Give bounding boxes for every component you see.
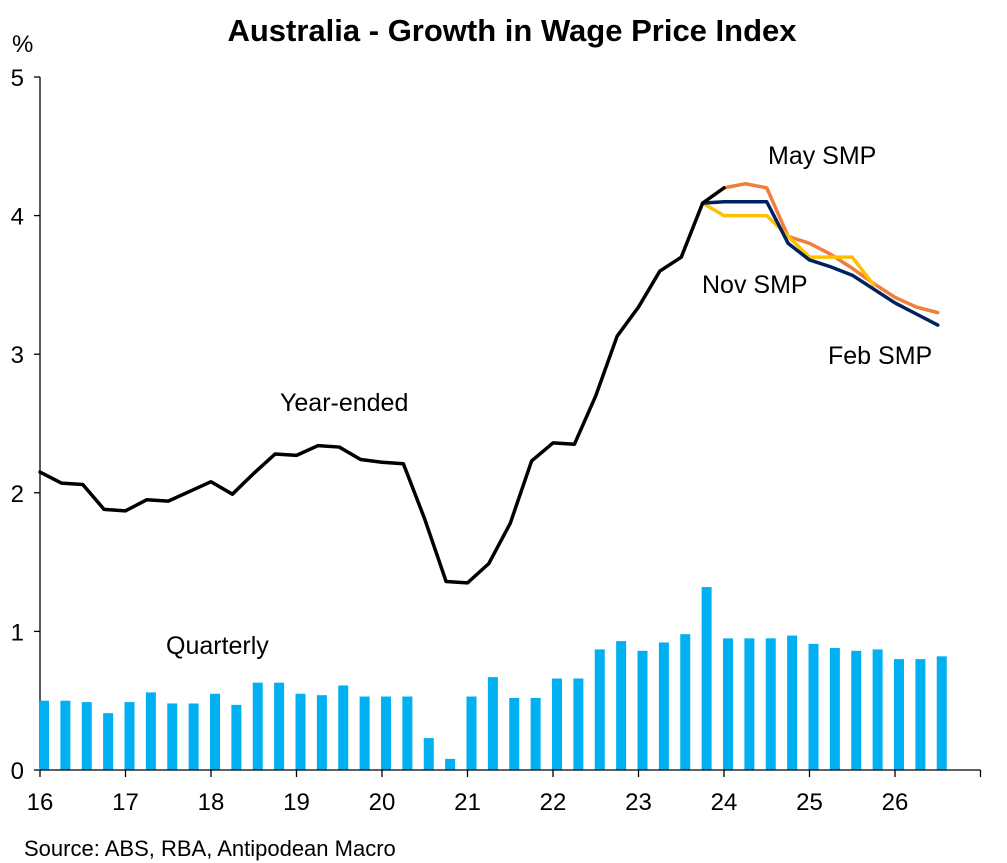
quarterly-bar xyxy=(252,682,263,770)
quarterly-bar xyxy=(381,696,391,770)
quarterly-bar xyxy=(60,700,71,770)
quarterly-bar xyxy=(274,682,285,770)
x-tick-label: 18 xyxy=(198,789,225,816)
quarterly-bar xyxy=(616,641,627,770)
y-tick-label: 4 xyxy=(11,204,24,231)
quarterly-bar xyxy=(103,713,114,770)
quarterly-bar xyxy=(466,696,477,770)
quarterly-bar xyxy=(295,693,306,770)
quarterly-bar xyxy=(231,704,242,770)
quarterly-bar xyxy=(487,677,498,770)
y-tick-label: 3 xyxy=(11,342,24,369)
quarterly-bar xyxy=(915,659,926,770)
nov-smp-line xyxy=(700,201,876,287)
x-tick-label: 16 xyxy=(27,789,54,816)
chart-title: Australia - Growth in Wage Price Index xyxy=(227,13,797,48)
quarterly-bar xyxy=(851,650,862,770)
x-tick-label: 26 xyxy=(882,789,909,816)
quarterly-bar xyxy=(167,703,178,770)
y-axis-ticks: 0 1 2 3 4 5 xyxy=(11,65,40,785)
quarterly-bar xyxy=(744,638,755,770)
quarterly-bar xyxy=(81,702,92,770)
lines xyxy=(38,181,940,585)
quarterly-bar xyxy=(765,638,776,770)
y-tick-label: 2 xyxy=(11,481,24,508)
feb-smp-line xyxy=(700,199,940,327)
x-tick-label: 23 xyxy=(625,789,652,816)
year-ended-series-label: Year-ended xyxy=(280,389,408,417)
quarterly-bar xyxy=(210,693,220,770)
quarterly-bar xyxy=(594,649,605,770)
quarterly-bar xyxy=(423,738,434,770)
y-tick-label: 0 xyxy=(11,758,24,785)
quarterly-bar xyxy=(787,635,798,770)
quarterly-bar xyxy=(637,650,648,770)
y-tick-label: 1 xyxy=(11,619,24,646)
quarterly-bar xyxy=(124,702,135,770)
may-smp-series-label: May SMP xyxy=(768,142,876,170)
quarterly-bar xyxy=(573,678,584,770)
quarterly-bar xyxy=(829,648,840,770)
quarterly-bar xyxy=(680,634,691,770)
y-axis-unit-label: % xyxy=(12,31,33,58)
quarterly-bar xyxy=(808,643,819,770)
quarterly-bar xyxy=(188,703,199,770)
quarterly-bar xyxy=(316,695,327,770)
quarterly-bar xyxy=(509,697,520,770)
quarterly-bar xyxy=(402,696,413,770)
quarterly-bar xyxy=(445,758,456,770)
quarterly-bars xyxy=(39,587,947,770)
quarterly-bar xyxy=(530,697,541,770)
quarterly-bar xyxy=(872,649,883,770)
quarterly-bar xyxy=(552,678,562,770)
x-tick-label: 17 xyxy=(112,789,139,816)
quarterly-bar xyxy=(359,696,370,770)
quarterly-series-label: Quarterly xyxy=(166,632,269,660)
x-tick-label: 20 xyxy=(369,789,396,816)
feb-smp-series-label: Feb SMP xyxy=(828,342,932,370)
y-tick-label: 5 xyxy=(11,65,24,92)
x-tick-label: 24 xyxy=(711,789,738,816)
may-smp-line xyxy=(700,181,940,315)
quarterly-bar xyxy=(39,700,49,770)
quarterly-bar xyxy=(145,692,156,770)
x-tick-label: 21 xyxy=(454,789,481,816)
x-axis-ticks: 16 17 18 19 20 21 22 23 24 25 26 xyxy=(27,770,982,816)
quarterly-bar xyxy=(701,587,712,770)
quarterly-bar xyxy=(658,642,669,770)
x-tick-label: 25 xyxy=(796,789,823,816)
quarterly-bar xyxy=(936,656,947,770)
x-tick-label: 19 xyxy=(283,789,310,816)
quarterly-bar xyxy=(338,685,349,770)
x-tick-label: 22 xyxy=(540,789,567,816)
quarterly-bar xyxy=(894,659,904,770)
source-note: Source: ABS, RBA, Antipodean Macro xyxy=(24,836,396,861)
nov-smp-series-label: Nov SMP xyxy=(702,271,808,299)
year-ended-line xyxy=(38,186,726,585)
quarterly-bar xyxy=(723,638,733,770)
